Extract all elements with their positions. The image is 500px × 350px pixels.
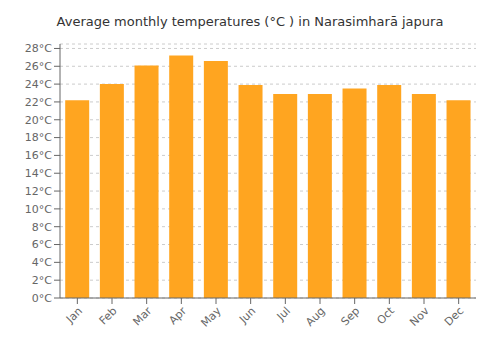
svg-text:Mar: Mar xyxy=(130,304,154,328)
svg-text:2°C: 2°C xyxy=(32,274,52,287)
svg-text:16°C: 16°C xyxy=(25,149,52,162)
svg-text:18°C: 18°C xyxy=(25,131,52,144)
svg-text:26°C: 26°C xyxy=(25,60,52,73)
svg-text:Jan: Jan xyxy=(63,304,85,326)
svg-text:20°C: 20°C xyxy=(25,114,52,127)
svg-text:Nov: Nov xyxy=(407,304,432,329)
svg-text:Sep: Sep xyxy=(338,304,362,328)
svg-text:8°C: 8°C xyxy=(32,221,52,234)
svg-text:Aug: Aug xyxy=(303,304,327,328)
svg-text:10°C: 10°C xyxy=(25,203,52,216)
svg-text:14°C: 14°C xyxy=(25,167,52,180)
svg-text:Jul: Jul xyxy=(274,304,293,323)
svg-text:Dec: Dec xyxy=(442,304,466,328)
svg-text:Oct: Oct xyxy=(374,304,397,327)
html-text:Average monthly temperatures (: Average monthly temperatures (°C ) in Na… xyxy=(56,14,444,29)
svg-text:6°C: 6°C xyxy=(32,238,52,251)
svg-text:12°C: 12°C xyxy=(25,185,52,198)
svg-text:Feb: Feb xyxy=(97,304,120,327)
svg-text:4°C: 4°C xyxy=(32,256,52,269)
svg-text:28°C: 28°C xyxy=(25,42,52,55)
svg-text:May: May xyxy=(198,304,224,330)
svg-text:22°C: 22°C xyxy=(25,96,52,109)
svg-text:0°C: 0°C xyxy=(32,292,52,305)
svg-text:Jun: Jun xyxy=(236,304,258,326)
svg-text:24°C: 24°C xyxy=(25,78,52,91)
svg-text:Apr: Apr xyxy=(166,304,189,327)
